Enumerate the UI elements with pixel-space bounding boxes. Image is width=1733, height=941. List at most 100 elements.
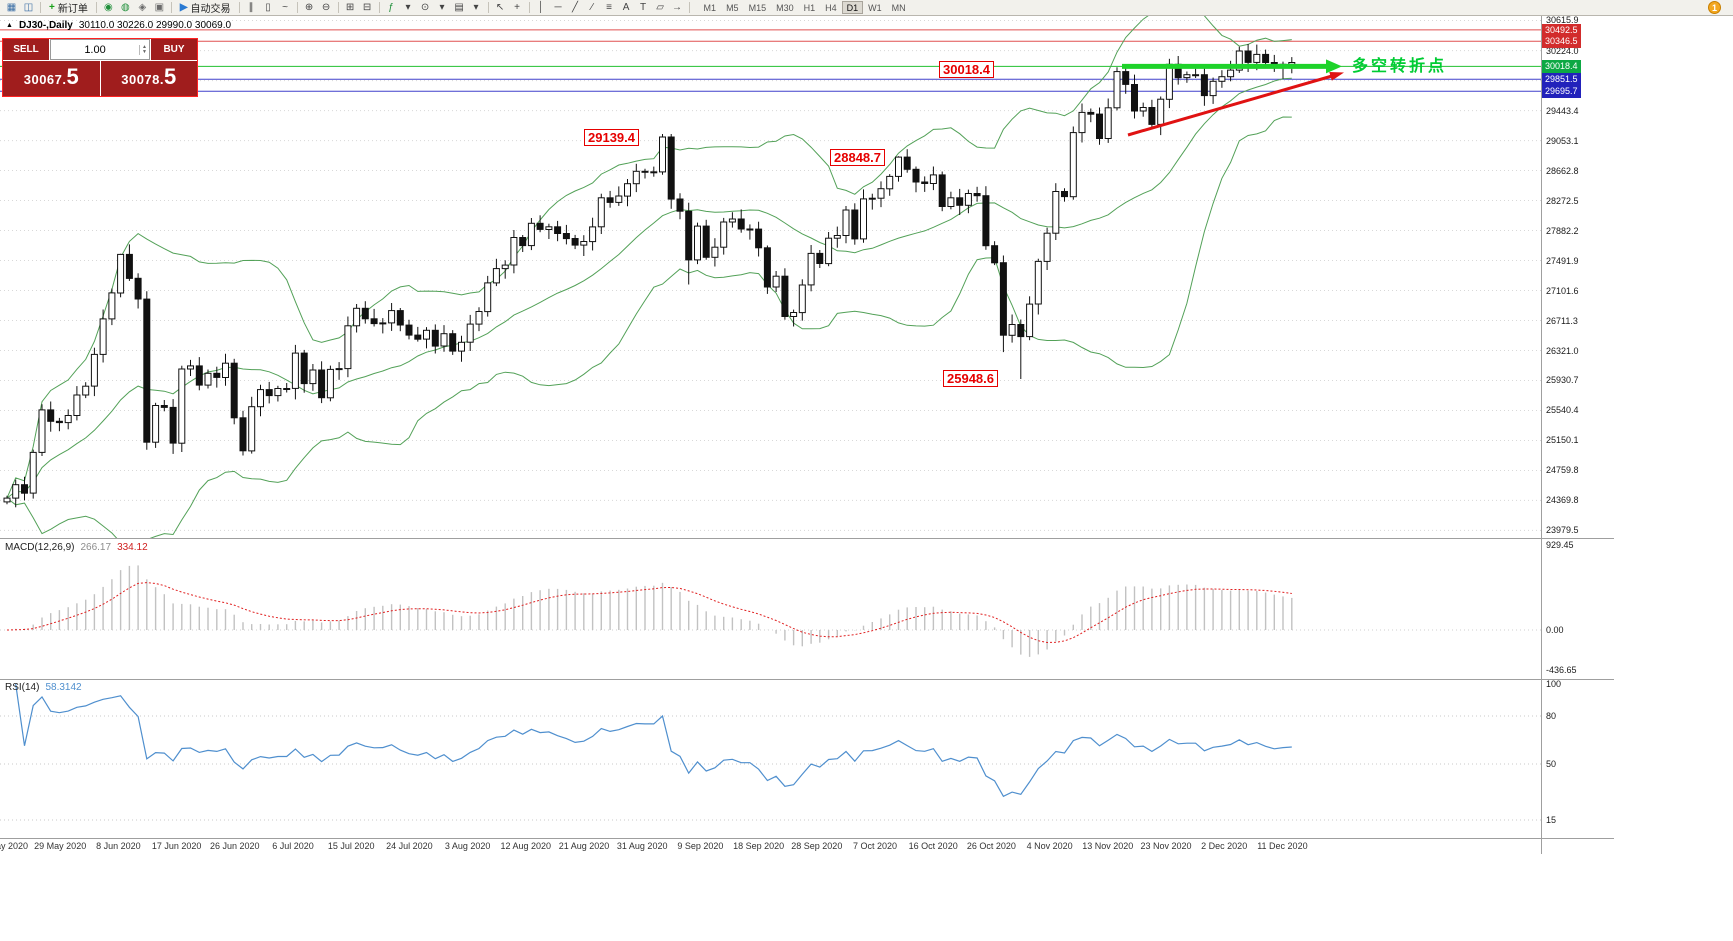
- volume-spinner[interactable]: ▲ ▼: [139, 43, 149, 55]
- candlestick: [781, 275, 789, 318]
- text-icon[interactable]: A: [622, 1, 630, 13]
- panel-separator[interactable]: [0, 538, 1614, 539]
- cascade-windows-icon[interactable]: ⊟: [362, 1, 372, 13]
- volume-stepper[interactable]: 1.00 ▲ ▼: [50, 39, 150, 60]
- timeframe-h1[interactable]: H1: [803, 2, 816, 13]
- channel-icon[interactable]: ∕: [591, 1, 593, 13]
- candlestick: [554, 226, 562, 235]
- annotation-text: 28848.7: [834, 150, 881, 165]
- candlestick-chart-icon[interactable]: ▯: [265, 1, 271, 13]
- auto-trading-button[interactable]: ▶ 自动交易: [175, 1, 236, 15]
- auto-trading-button-label: 自动交易: [190, 4, 231, 15]
- arrows-icon[interactable]: →: [672, 1, 683, 13]
- price-level-badge: 29695.7: [1542, 85, 1581, 98]
- new-order-button-label: 新订单: [57, 4, 88, 15]
- new-chart-icon[interactable]: ▦: [6, 1, 17, 13]
- candlestick: [99, 318, 107, 355]
- new-order-button[interactable]: + 新订单: [44, 1, 93, 15]
- candlestick: [195, 365, 203, 386]
- templates-icon[interactable]: ▤: [454, 1, 464, 13]
- buy-price-main: 30078.: [121, 72, 164, 87]
- price-annotation-25948[interactable]: 25948.6: [943, 370, 998, 387]
- time-axis-label: 11 Dec 2020: [1257, 841, 1308, 851]
- periods-icon[interactable]: ⊙: [420, 1, 430, 13]
- timeframe-m15[interactable]: M15: [748, 2, 767, 13]
- templates-dropdown-icon[interactable]: ▾: [473, 1, 479, 13]
- timeframe-m30[interactable]: M30: [776, 2, 794, 13]
- time-axis-label: 6 Jul 2020: [272, 841, 314, 851]
- time-axis-label: 7 Oct 2020: [852, 841, 898, 851]
- price-annotation-29139[interactable]: 29139.4: [584, 129, 639, 146]
- shapes-icon[interactable]: ▱: [656, 1, 664, 13]
- text-label-icon[interactable]: T: [639, 1, 647, 13]
- zoom-out-icon[interactable]: ⊖: [321, 1, 331, 13]
- spinner-up-icon[interactable]: ▲: [142, 43, 147, 50]
- price-axis-label: 24759.8: [1546, 465, 1579, 475]
- price-chart-panel[interactable]: ▲ DJ30-,Daily 30110.0 30226.0 29990.0 30…: [0, 0, 1541, 543]
- time-axis-label: 17 Jun 2020: [151, 841, 202, 851]
- candlestick: [886, 175, 894, 190]
- time-axis-label: 2 Dec 2020: [1201, 841, 1248, 851]
- rsi-indicator-panel[interactable]: RSI(14) 58.3142: [0, 680, 1541, 837]
- timeframe-m5[interactable]: M5: [726, 2, 739, 13]
- notification-badge[interactable]: 1: [1708, 1, 1721, 14]
- buy-button[interactable]: BUY: [151, 39, 197, 60]
- candlestick: [702, 225, 710, 258]
- fibonacci-icon[interactable]: ≡: [606, 1, 612, 13]
- candlestick: [178, 368, 186, 444]
- timeframe-m1[interactable]: M1: [703, 2, 717, 13]
- line-chart-icon[interactable]: ~: [282, 1, 288, 13]
- candlestick-chart: [0, 0, 1541, 543]
- candlestick: [117, 253, 125, 294]
- market-watch-icon[interactable]: ◉: [103, 1, 113, 13]
- timeframe-mn[interactable]: MN: [891, 2, 906, 13]
- time-axis-label: 12 Aug 2020: [500, 841, 552, 851]
- candlestick: [230, 362, 238, 419]
- candlestick: [798, 284, 806, 314]
- sell-button[interactable]: SELL: [3, 39, 49, 60]
- trendline-icon[interactable]: ╱: [572, 1, 579, 13]
- trend-arrow-line[interactable]: [1127, 74, 1333, 137]
- candlestick: [694, 225, 701, 261]
- sell-price-display[interactable]: 30067. 5: [3, 61, 100, 96]
- price-axis[interactable]: 30615.930224.029833.729443.429053.128662…: [1542, 15, 1614, 855]
- indicators-icon[interactable]: ƒ: [388, 1, 394, 13]
- chart-profiles-icon[interactable]: ◫: [23, 1, 34, 13]
- timeframe-d1[interactable]: D1: [841, 1, 864, 14]
- candlestick: [440, 333, 448, 347]
- candlestick: [807, 252, 815, 286]
- cursor-icon[interactable]: ↖: [495, 1, 505, 13]
- time-axis-label: 9 Sep 2020: [677, 841, 724, 851]
- candlestick: [239, 417, 247, 452]
- indicators-dropdown-icon[interactable]: ▾: [405, 1, 411, 13]
- candlestick: [1165, 63, 1173, 100]
- timeframe-h4[interactable]: H4: [825, 2, 837, 13]
- periods-dropdown-icon[interactable]: ▾: [439, 1, 445, 13]
- candlestick: [877, 188, 885, 199]
- toolbar-separator: [40, 2, 41, 13]
- macd-indicator-panel[interactable]: MACD(12,26,9) 266.17 334.12: [0, 540, 1541, 678]
- candlestick: [213, 372, 221, 378]
- horizontal-line-icon[interactable]: ─: [554, 1, 562, 13]
- price-annotation-28848[interactable]: 28848.7: [830, 149, 885, 166]
- panel-separator[interactable]: [0, 679, 1614, 680]
- data-window-icon[interactable]: ◍: [120, 1, 130, 13]
- volume-value[interactable]: 1.00: [84, 43, 106, 56]
- spinner-down-icon[interactable]: ▼: [142, 48, 147, 55]
- time-axis[interactable]: 20 May 2020 29 May 2020 8 Jun 2020 17 Jun 2…: [0, 839, 1541, 854]
- candlestick: [21, 484, 28, 494]
- annotation-text: 25948.6: [947, 371, 994, 386]
- bar-chart-icon[interactable]: ∥: [248, 1, 254, 13]
- price-annotation-30018[interactable]: 30018.4: [939, 61, 994, 78]
- vertical-line-icon[interactable]: │: [537, 1, 545, 13]
- panel-separator[interactable]: [0, 838, 1614, 839]
- candlestick: [64, 415, 72, 424]
- buy-price-display[interactable]: 30078. 5: [100, 61, 197, 96]
- candlestick: [519, 237, 527, 247]
- navigator-icon[interactable]: ◈: [138, 1, 147, 13]
- crosshair-icon[interactable]: +: [514, 1, 520, 13]
- terminal-icon[interactable]: ▣: [154, 1, 165, 13]
- tile-windows-icon[interactable]: ⊞: [345, 1, 355, 13]
- zoom-in-icon[interactable]: ⊕: [304, 1, 314, 13]
- timeframe-w1[interactable]: W1: [868, 2, 882, 13]
